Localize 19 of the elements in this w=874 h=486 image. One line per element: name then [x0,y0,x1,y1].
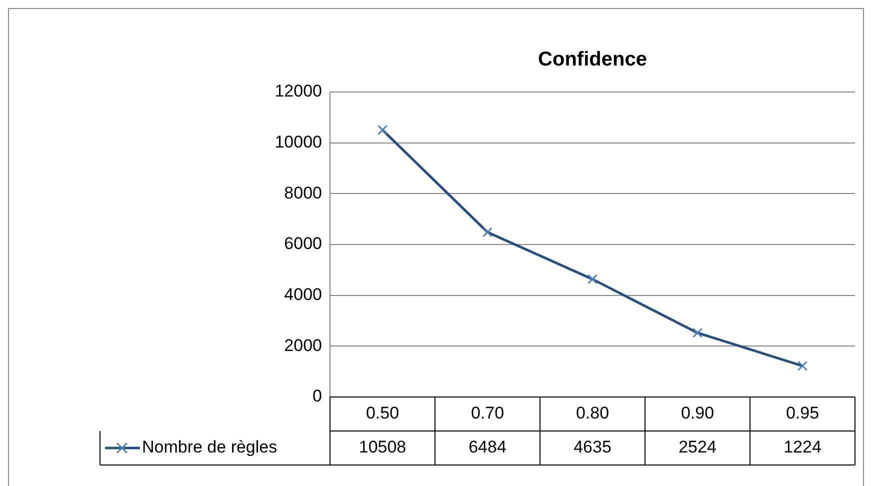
y-tick-label: 4000 [284,285,322,304]
y-tick-label: 12000 [274,82,322,101]
legend-label: Nombre de règles [142,438,278,457]
y-tick-label: 8000 [284,183,322,202]
chart-title: Confidence [538,48,647,71]
data-label: 6484 [468,438,506,457]
y-tick-label: 6000 [284,234,322,254]
x-tick-label: 0.80 [576,404,610,423]
data-label: 1224 [784,438,822,457]
data-label: 4635 [574,438,612,457]
data-label: 10508 [358,438,406,457]
data-label: 2524 [678,438,716,457]
y-tick-label: 10000 [274,132,322,152]
x-tick-label: 0.70 [470,404,504,423]
x-tick-label: 0.90 [680,404,714,423]
x-tick-label: 0.50 [366,404,400,423]
x-tick-label: 0.95 [786,404,820,423]
y-tick-label: 0 [312,386,322,406]
y-tick-label: 2000 [284,336,322,355]
